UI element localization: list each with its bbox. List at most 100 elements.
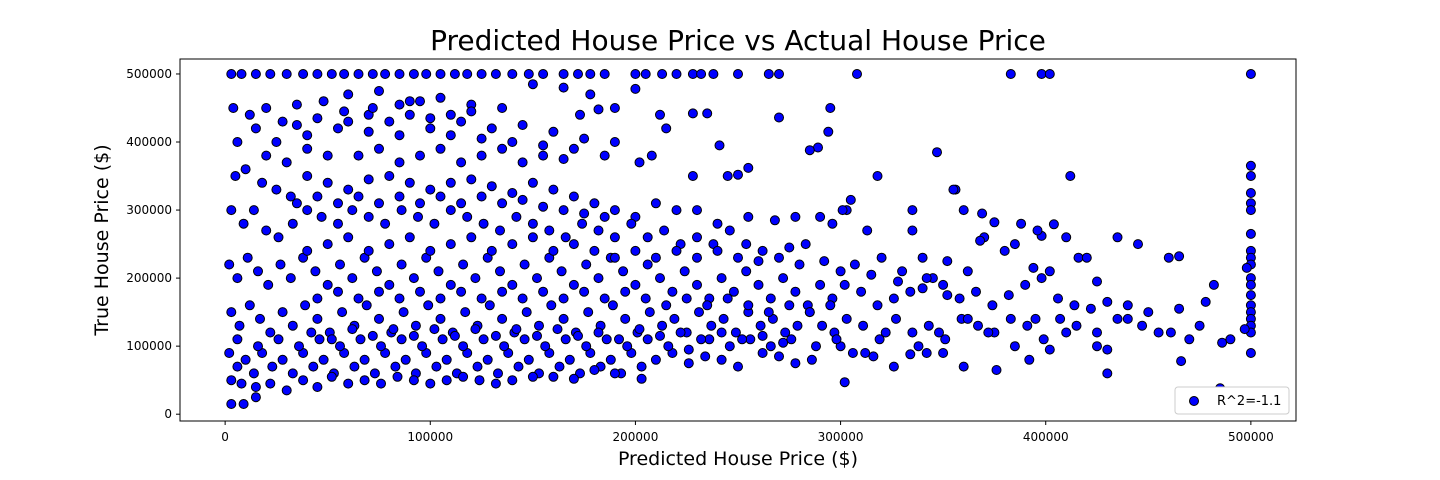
scatter-point xyxy=(780,327,791,338)
scatter-point xyxy=(552,324,563,335)
scatter-point xyxy=(415,198,425,209)
scatter-point xyxy=(291,99,302,110)
scatter-point xyxy=(589,198,600,209)
scatter-point xyxy=(417,341,428,352)
scatter-point xyxy=(987,300,998,311)
scatter-point xyxy=(702,300,713,311)
scatter-point xyxy=(907,225,918,236)
scatter-point xyxy=(679,266,690,277)
scatter-point xyxy=(1176,356,1187,367)
scatter-point xyxy=(285,191,296,202)
scatter-point xyxy=(607,300,618,311)
scatter-point xyxy=(470,273,481,284)
scatter-point xyxy=(240,354,251,365)
scatter-point xyxy=(374,286,384,297)
scatter-point xyxy=(921,273,932,284)
scatter-point xyxy=(630,245,641,256)
scatter-point xyxy=(921,348,932,358)
scatter-point xyxy=(507,69,518,79)
scatter-point xyxy=(722,171,733,181)
scatter-point xyxy=(1053,293,1063,304)
scatter-point xyxy=(687,69,698,79)
scatter-point xyxy=(232,137,243,147)
scatter-point xyxy=(394,157,405,168)
scatter-point xyxy=(774,112,784,123)
scatter-point xyxy=(905,349,916,360)
scatter-point xyxy=(250,392,261,403)
scatter-point xyxy=(825,103,836,113)
scatter-point xyxy=(410,320,421,331)
scatter-point xyxy=(435,293,446,304)
scatter-point xyxy=(757,348,768,358)
scatter-point xyxy=(737,334,748,345)
scatter-point xyxy=(312,293,323,304)
scatter-point xyxy=(765,341,776,352)
scatter-point xyxy=(1245,205,1256,216)
scatter-point xyxy=(1061,327,1072,338)
scatter-point xyxy=(250,382,261,392)
scatter-point xyxy=(1061,232,1072,243)
scatter-point xyxy=(942,256,953,267)
scatter-point xyxy=(396,205,407,216)
scatter-point xyxy=(519,334,530,345)
scatter-point xyxy=(1102,296,1113,307)
scatter-point xyxy=(1122,313,1133,324)
scatter-point xyxy=(384,116,395,127)
scatter-point xyxy=(347,273,358,284)
scatter-point xyxy=(261,103,272,113)
scatter-point xyxy=(312,191,323,202)
scatter-point xyxy=(659,225,670,236)
scatter-point xyxy=(517,194,528,205)
scatter-point xyxy=(862,225,873,236)
scatter-point xyxy=(527,232,538,243)
scatter-point xyxy=(644,307,655,318)
scatter-point xyxy=(601,334,612,345)
scatter-point xyxy=(429,324,440,335)
scatter-point xyxy=(907,205,918,216)
y-axis-label: True House Price ($) xyxy=(91,144,113,336)
scatter-point xyxy=(478,218,489,229)
scatter-point xyxy=(581,341,592,352)
scatter-point xyxy=(583,307,594,318)
scatter-point xyxy=(671,69,682,79)
scatter-point xyxy=(837,205,848,216)
scatter-point xyxy=(655,330,665,341)
scatter-point xyxy=(657,320,668,331)
scatter-point xyxy=(1092,341,1102,352)
scatter-point xyxy=(636,361,647,372)
scatter-point xyxy=(784,242,795,253)
scatter-point xyxy=(277,307,288,318)
scatter-point xyxy=(333,218,343,229)
scatter-point xyxy=(1028,262,1039,273)
scatter-point xyxy=(281,385,292,396)
scatter-point xyxy=(347,205,358,216)
scatter-point xyxy=(823,126,834,137)
scatter-point xyxy=(425,123,436,134)
scatter-point xyxy=(538,201,549,212)
scatter-point xyxy=(560,334,571,345)
scatter-point xyxy=(558,69,569,79)
scatter-point xyxy=(343,116,354,127)
scatter-point xyxy=(958,361,969,372)
scatter-point xyxy=(858,320,869,331)
scatter-point xyxy=(367,69,378,79)
scatter-point xyxy=(558,293,569,304)
scatter-point xyxy=(573,69,583,79)
x-tick-label: 200000 xyxy=(613,430,659,444)
scatter-point xyxy=(640,69,651,79)
scatter-point xyxy=(367,103,378,113)
scatter-point xyxy=(1102,344,1113,355)
scatter-point xyxy=(232,273,243,284)
scatter-point xyxy=(376,378,386,389)
scatter-point xyxy=(527,177,538,188)
scatter-point xyxy=(704,334,715,345)
scatter-point xyxy=(593,273,604,284)
scatter-point xyxy=(392,371,403,382)
scatter-point xyxy=(257,177,268,188)
scatter-point xyxy=(363,174,374,185)
scatter-point xyxy=(302,205,313,216)
scatter-point xyxy=(852,69,862,79)
scatter-point xyxy=(302,143,313,154)
scatter-point xyxy=(353,191,364,202)
